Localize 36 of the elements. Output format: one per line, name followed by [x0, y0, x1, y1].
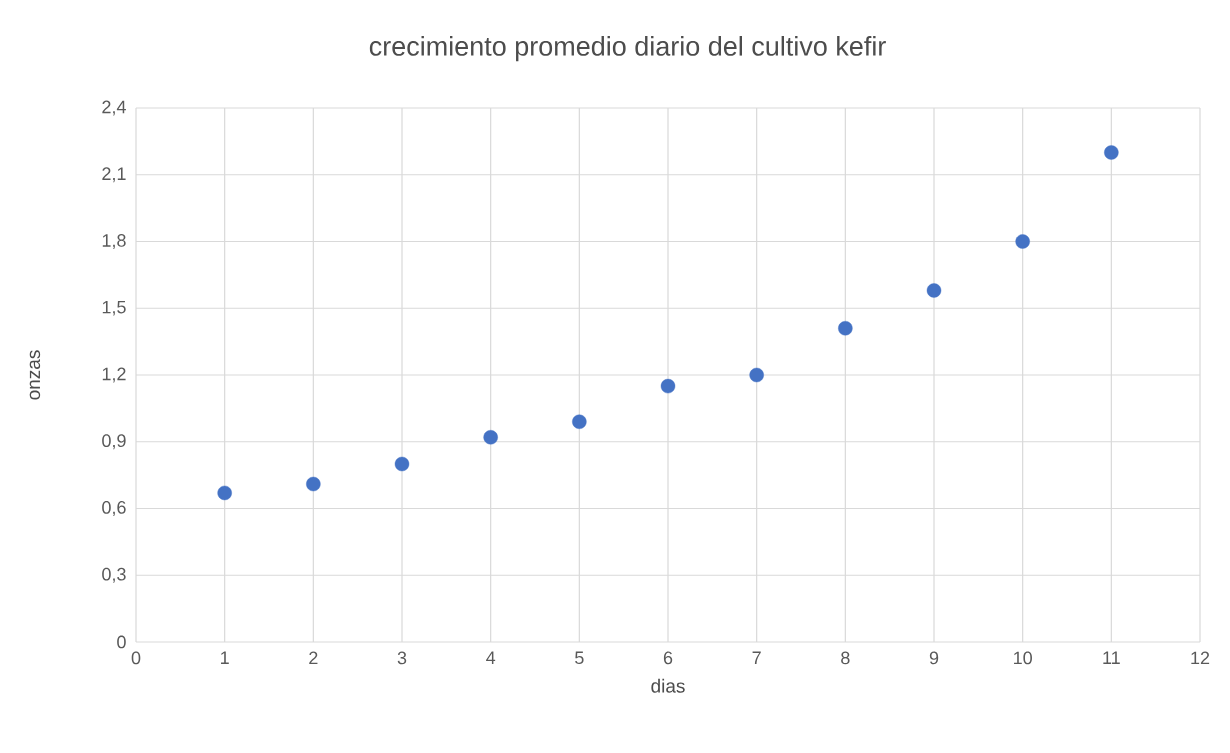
point: [926, 283, 942, 298]
x-tick-label: 10: [1014, 651, 1032, 665]
point: [217, 485, 232, 501]
point: [1104, 145, 1119, 160]
x-tick-label: 9: [929, 651, 939, 665]
x-tick-label: 12: [1191, 651, 1210, 665]
point: [483, 430, 498, 445]
x-tick-label: 1: [221, 651, 229, 664]
point: [1015, 234, 1030, 249]
y-tick-label: 0: [117, 635, 126, 649]
y-tick-label: 0,3: [102, 567, 126, 583]
point: [394, 456, 410, 472]
x-tick-label: 2: [309, 651, 318, 665]
y-tick-label: 1,2: [102, 367, 126, 383]
y-tick-label: 2,1: [102, 167, 126, 183]
y-tick-label: 0,6: [102, 501, 126, 516]
x-tick-label: 0: [131, 651, 141, 665]
x-axis-title: dias: [651, 678, 685, 693]
point: [838, 321, 853, 336]
y-tick-label: 1,8: [102, 234, 126, 249]
y-axis-title: onzas: [29, 350, 41, 400]
point: [749, 367, 764, 383]
point: [306, 476, 321, 492]
x-tick-label: 3: [397, 651, 407, 665]
chart-title: crecimiento promedio diario del cultivo kefir: [369, 36, 886, 62]
y-tick-label: 1,5: [102, 300, 126, 316]
point: [660, 378, 676, 394]
y-tick-label: 2,4: [102, 100, 126, 116]
x-tick-label: 8: [841, 651, 850, 665]
x-tick-label: 11: [1103, 651, 1120, 664]
x-tick-label: 5: [575, 651, 584, 665]
y-tick-label: 0,9: [102, 434, 126, 450]
point: [572, 414, 587, 429]
x-tick-label: 7: [752, 651, 761, 664]
x-tick-label: 6: [663, 651, 673, 665]
x-tick-label: 4: [486, 651, 496, 664]
